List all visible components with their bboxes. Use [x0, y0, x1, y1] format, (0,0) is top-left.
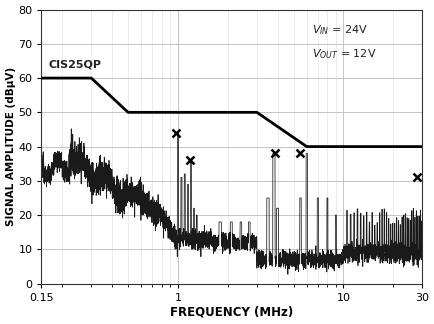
Text: $V_{IN}$ = 24V: $V_{IN}$ = 24V — [312, 24, 368, 37]
X-axis label: FREQUENCY (MHz): FREQUENCY (MHz) — [170, 306, 293, 318]
Y-axis label: SIGNAL AMPLITUDE (dBμV): SIGNAL AMPLITUDE (dBμV) — [6, 67, 16, 226]
Text: $V_{OUT}$ = 12V: $V_{OUT}$ = 12V — [312, 48, 376, 61]
Text: CIS25QP: CIS25QP — [48, 60, 101, 70]
